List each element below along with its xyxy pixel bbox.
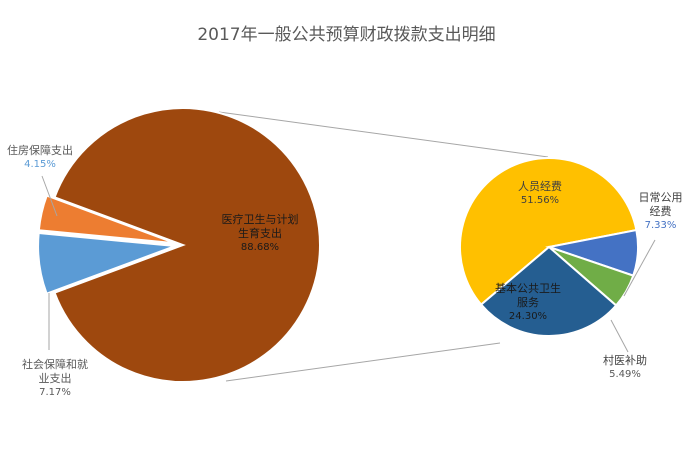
label-public: 日常公用 经费 7.33%: [638, 191, 683, 231]
secondary-pie: [459, 157, 639, 337]
leader-line-housing: [41, 175, 58, 217]
pie-slice-medical: [53, 107, 321, 383]
primary-pie: [37, 107, 321, 383]
label-village: 村医补助 5.49%: [603, 354, 647, 380]
label-staff: 人员经费 51.56%: [518, 180, 562, 206]
label-medical: 医疗卫生与计划 生育支出 88.68%: [221, 213, 299, 253]
label-social: 社会保障和就 业支出 7.17%: [22, 358, 88, 398]
label-basic: 基本公共卫生 服务 24.30%: [495, 282, 561, 322]
connector-line-bottom: [225, 342, 501, 382]
pie-slice-staff: [459, 157, 638, 306]
leader-line-village: [610, 319, 629, 353]
connector-line-top: [218, 111, 549, 158]
leader-line-public: [623, 239, 656, 297]
label-housing: 住房保障支出 4.15%: [7, 144, 73, 170]
pie-slice-social: [37, 231, 176, 296]
pie-slice-housing: [37, 194, 176, 245]
pie-slice-basic: [479, 245, 618, 337]
chart-title: 2017年一般公共预算财政拨款支出明细: [197, 25, 496, 45]
